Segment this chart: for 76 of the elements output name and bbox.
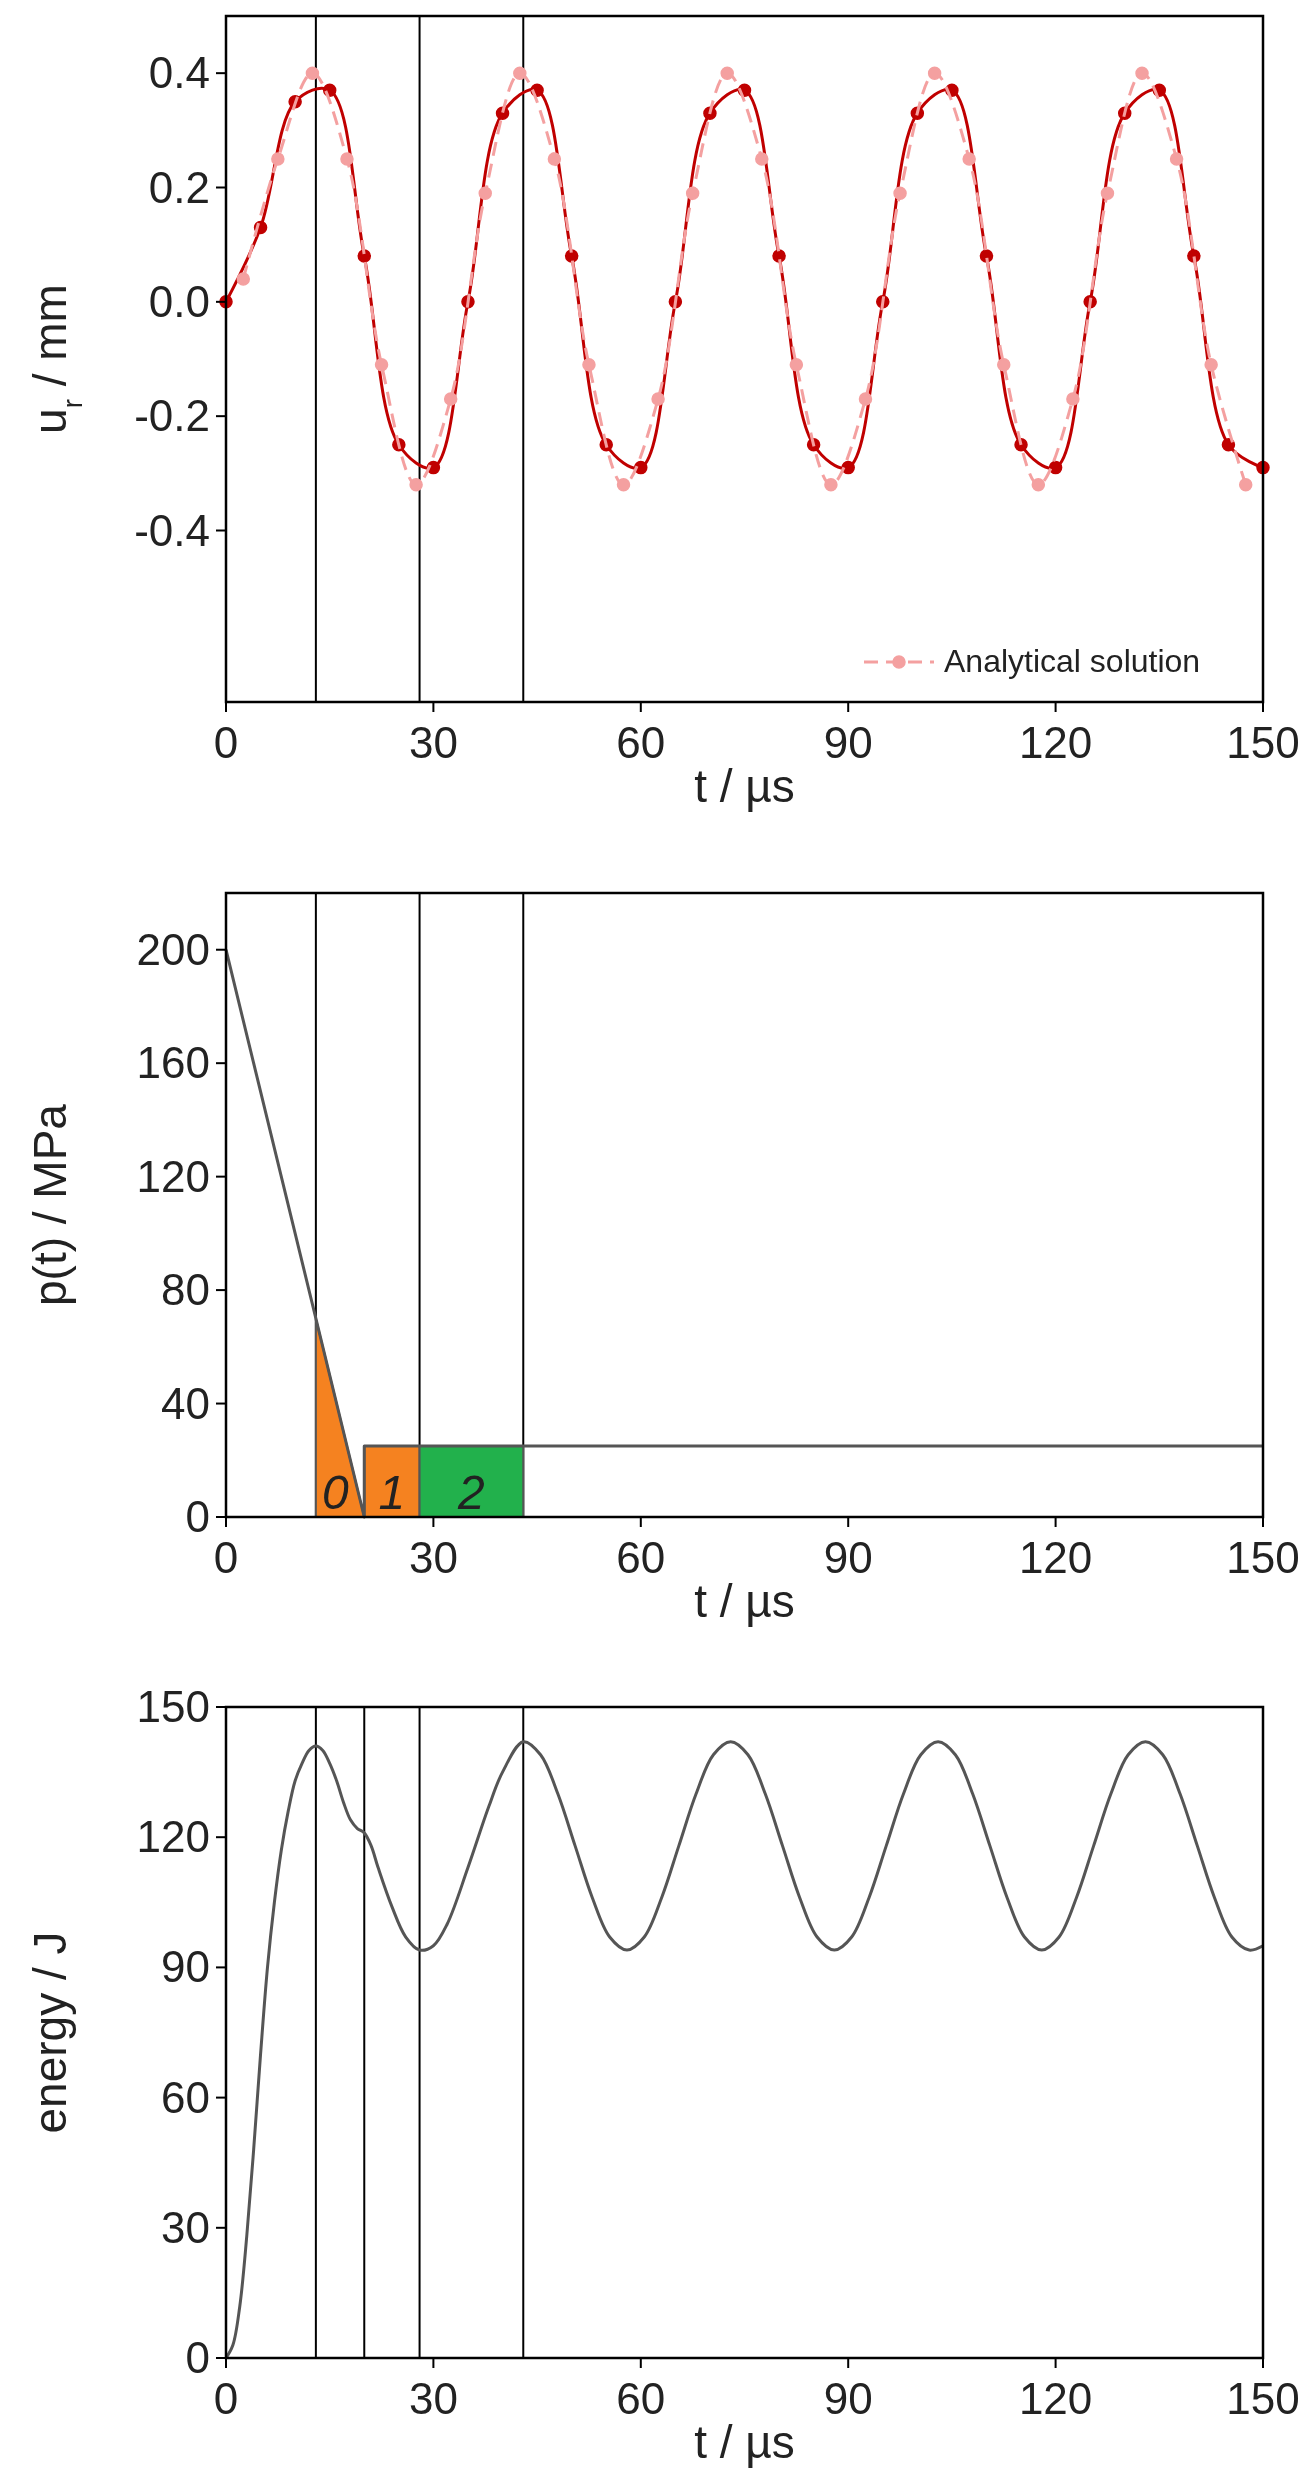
point xyxy=(1031,478,1046,492)
y-tick-label: 0 xyxy=(185,2333,210,2382)
point xyxy=(443,392,458,406)
point xyxy=(1221,438,1236,452)
point xyxy=(513,66,527,80)
point xyxy=(547,152,562,166)
y-tick-label: 120 xyxy=(136,1812,210,1862)
point xyxy=(1169,152,1184,166)
y-tick-label: -0.4 xyxy=(134,505,210,555)
point xyxy=(236,272,251,286)
annotation: 0 xyxy=(321,1466,349,1519)
point xyxy=(1100,186,1115,200)
point xyxy=(841,460,855,475)
point xyxy=(927,66,942,80)
point xyxy=(1135,66,1149,80)
point xyxy=(720,66,734,80)
x-axis-title: t / µs xyxy=(694,2416,795,2468)
x-axis-title: t / µs xyxy=(694,1575,795,1627)
y-tick-label: 0.2 xyxy=(148,162,210,212)
y-tick-label: 60 xyxy=(161,2072,210,2122)
point xyxy=(789,357,804,372)
point xyxy=(478,186,492,200)
x-tick-label: 150 xyxy=(1226,718,1300,767)
point xyxy=(1204,357,1218,372)
x-tick-label: 90 xyxy=(823,718,873,767)
y-tick-label: 30 xyxy=(161,2202,210,2252)
y-tick-label: 90 xyxy=(161,1942,210,1992)
point xyxy=(997,357,1011,372)
x-tick-label: 120 xyxy=(1018,718,1093,767)
point xyxy=(1066,392,1080,406)
x-axis-title: t / µs xyxy=(694,760,795,812)
point xyxy=(858,392,873,406)
y-axis-title: p(t) / MPa xyxy=(24,1103,76,1306)
point xyxy=(824,478,838,492)
x-tick-label: 30 xyxy=(408,718,458,767)
x-tick-label: 30 xyxy=(408,2374,458,2423)
y-tick-label: 200 xyxy=(136,924,210,974)
point xyxy=(582,357,596,372)
line-series xyxy=(224,1740,1265,2360)
x-tick-label: 120 xyxy=(1018,2374,1093,2423)
point xyxy=(772,249,786,263)
x-tick-label: 30 xyxy=(408,1533,458,1582)
x-tick-label: 120 xyxy=(1018,1533,1093,1582)
point xyxy=(271,152,285,166)
point xyxy=(1048,460,1063,475)
y-axis-title: energy / J xyxy=(24,1931,76,2134)
y-tick-label: 120 xyxy=(136,1151,210,1201)
x-tick-label: 90 xyxy=(823,1533,873,1582)
x-tick-label: 60 xyxy=(616,718,666,767)
x-tick-label: 90 xyxy=(823,2374,873,2423)
y-tick-label: 0.4 xyxy=(148,48,210,98)
point xyxy=(893,186,907,200)
point xyxy=(755,152,769,166)
y-tick-label: 80 xyxy=(161,1265,210,1315)
point xyxy=(651,392,665,406)
point xyxy=(340,152,354,166)
point xyxy=(685,186,700,200)
point xyxy=(374,357,389,372)
y-tick-label: 160 xyxy=(136,1038,210,1088)
annotation: 1 xyxy=(378,1466,406,1519)
x-tick-label: 150 xyxy=(1226,2374,1300,2423)
legend-label: Analytical solution xyxy=(944,643,1201,679)
x-tick-label: 150 xyxy=(1226,1533,1300,1582)
y-tick-label: 0 xyxy=(185,1492,210,1541)
point xyxy=(1238,478,1253,492)
y-tick-label: -0.2 xyxy=(134,391,210,441)
y-tick-label: 40 xyxy=(161,1378,210,1428)
x-tick-label: 60 xyxy=(616,1533,666,1582)
y-tick-label: 0.0 xyxy=(148,276,210,326)
point xyxy=(409,478,423,492)
point xyxy=(305,66,320,80)
annotation: 2 xyxy=(457,1466,485,1519)
x-tick-label: 60 xyxy=(616,2374,666,2423)
point xyxy=(962,152,976,166)
point xyxy=(616,478,631,492)
y-tick-label: 150 xyxy=(136,1682,210,1731)
